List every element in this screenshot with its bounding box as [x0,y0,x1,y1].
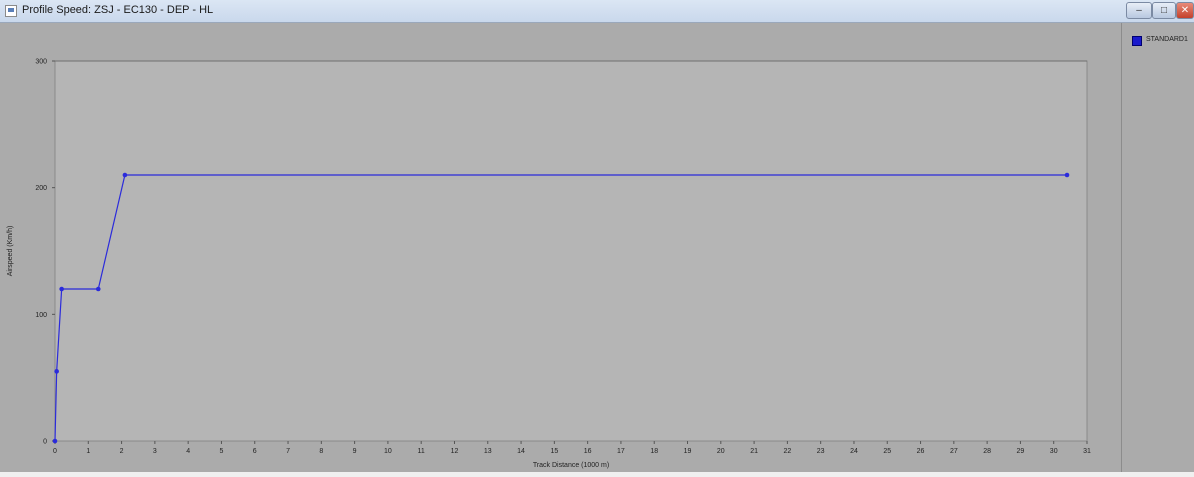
x-tick-label-17: 17 [617,448,625,455]
x-tick-label-3: 3 [153,448,157,455]
data-point-0-3 [95,286,101,292]
x-tick-label-2: 2 [120,448,124,455]
x-tick-label-30: 30 [1050,448,1058,455]
y-tick-label-0: 0 [43,439,47,446]
x-tick-label-26: 26 [917,448,925,455]
series-line-standard1 [54,174,1068,442]
y-tick-label-100: 100 [35,312,47,319]
x-tick-label-9: 9 [353,448,357,455]
x-tick-label-28: 28 [983,448,991,455]
legend-swatch-standard1 [1132,36,1142,46]
data-point-0-4 [122,172,128,178]
x-tick-label-27: 27 [950,448,958,455]
x-tick-label-31: 31 [1083,448,1091,455]
plot-frame [54,60,1088,442]
x-tick-label-16: 16 [584,448,592,455]
x-tick-label-20: 20 [717,448,725,455]
x-axis-label: Track Distance (1000 m) [533,462,609,469]
x-tick-label-25: 25 [883,448,891,455]
x-tick-label-6: 6 [253,448,257,455]
maximize-button[interactable]: □ [1152,2,1176,19]
title-bar[interactable]: Profile Speed: ZSJ - EC130 - DEP - HL – … [0,0,1194,23]
data-point-0-5 [1064,172,1070,178]
x-tick-label-12: 12 [451,448,459,455]
x-tick-label-13: 13 [484,448,492,455]
x-tick-label-19: 19 [684,448,692,455]
data-point-0-2 [59,286,64,292]
x-tick-label-7: 7 [286,448,290,455]
x-tick-label-18: 18 [650,448,658,455]
x-tick-label-10: 10 [384,448,392,455]
x-axis-ticks: 0 1 2 3 4 5 6 7 8 9 10 11 12 13 14 15 16 17 18 19 20 21 22 23 24… [53,441,1091,455]
x-tick-label-21: 21 [750,448,758,455]
x-tick-label-23: 23 [817,448,825,455]
x-tick-label-5: 5 [219,448,223,455]
x-tick-label-8: 8 [319,448,323,455]
data-point-0-1 [54,369,59,374]
minimize-button[interactable]: – [1126,2,1152,19]
y-axis-label: Airspeed (Km/h) [7,226,14,277]
legend-label-standard1: STANDARD1 [1146,36,1188,43]
x-tick-label-0: 0 [53,448,57,455]
window-title: Profile Speed: ZSJ - EC130 - DEP - HL [22,4,214,16]
x-tick-label-14: 14 [517,448,525,455]
series-group [52,172,1070,444]
x-tick-label-24: 24 [850,448,858,455]
x-tick-label-1: 1 [86,448,90,455]
chart-window-icon [5,5,17,17]
plot-area: 0 1 2 3 4 5 6 7 8 9 10 11 12 13 14 15 16 17 18 19 20 21 22 23 24… [0,23,1120,472]
y-tick-label-300: 300 [35,59,47,66]
legend-panel: STANDARD1 [1121,23,1194,472]
x-tick-label-22: 22 [783,448,791,455]
x-tick-label-15: 15 [550,448,558,455]
data-point-0-0 [52,438,58,444]
close-button[interactable]: ✕ [1176,2,1194,19]
x-tick-label-11: 11 [418,448,425,455]
x-tick-label-4: 4 [186,448,190,455]
y-axis-ticks: 0 100 200 300 [35,59,55,446]
speed-profile-chart: 0 1 2 3 4 5 6 7 8 9 10 11 12 13 14 15 16 17 18 19 20 21 22 23 24… [7,59,1091,470]
x-tick-label-29: 29 [1017,448,1025,455]
y-tick-label-200: 200 [35,185,47,192]
